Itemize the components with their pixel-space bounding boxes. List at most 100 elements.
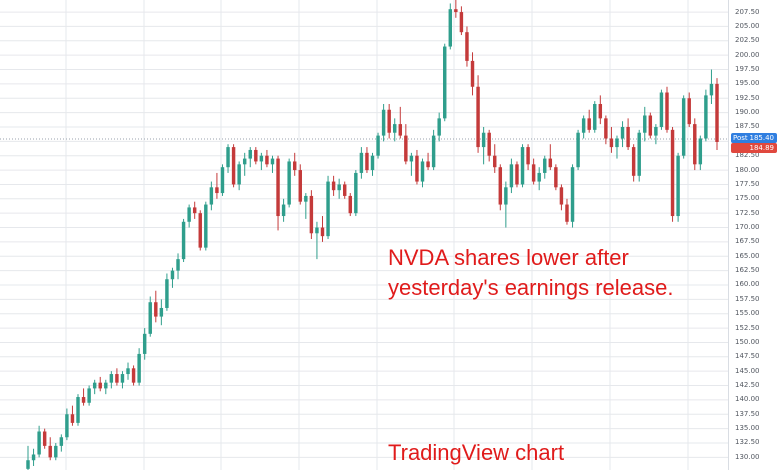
candle — [159, 299, 164, 326]
candle-body — [648, 115, 653, 136]
candle — [531, 158, 536, 185]
post-market-price-badge: Post 185.40 — [731, 133, 777, 144]
candle — [681, 95, 686, 159]
price-tick-label: 200.00 — [735, 50, 760, 59]
price-tick-label: 130.00 — [735, 452, 760, 461]
price-tick-label: 197.50 — [735, 65, 760, 74]
candle-body — [570, 167, 575, 222]
candle — [587, 109, 591, 133]
candle-body — [165, 279, 169, 308]
candle — [104, 379, 108, 395]
candle-body — [393, 124, 397, 133]
candle-body — [643, 115, 647, 133]
candle-body — [320, 227, 325, 237]
price-plot[interactable] — [0, 0, 728, 470]
chart-annotation: NVDA shares lower after yesterday's earn… — [388, 243, 718, 303]
horizontal-grid — [0, 11, 728, 458]
candle-body — [698, 138, 703, 165]
candle — [109, 371, 114, 389]
price-tick-label: 152.50 — [735, 323, 760, 332]
candle — [604, 115, 608, 145]
candle-body — [620, 126, 625, 139]
post-badge-label: Post — [733, 134, 748, 143]
candle — [404, 124, 408, 165]
candle-body — [654, 126, 658, 136]
candle-body — [526, 147, 530, 165]
candle — [209, 181, 214, 211]
source-credit: TradingView chart — [388, 440, 565, 465]
candle — [393, 118, 397, 142]
candle-body — [170, 270, 175, 280]
candle-body — [381, 109, 386, 136]
candle — [609, 126, 614, 153]
candle — [31, 448, 36, 466]
candle-body — [593, 103, 597, 130]
candle — [248, 147, 252, 168]
candle — [670, 126, 675, 222]
price-tick-label: 207.50 — [735, 7, 760, 16]
candle-body — [454, 9, 458, 13]
candle — [537, 167, 541, 191]
candle — [476, 75, 480, 153]
candle — [192, 201, 197, 219]
candle — [381, 103, 386, 142]
candle-body — [348, 195, 352, 214]
candle-body — [259, 155, 264, 162]
candle — [454, 0, 458, 18]
annotation-line-1: NVDA shares lower after — [388, 245, 629, 270]
candle-body — [598, 103, 603, 119]
candle — [470, 52, 475, 96]
candle — [659, 89, 664, 130]
candle-body — [498, 167, 503, 205]
candle — [342, 181, 347, 199]
candle — [409, 152, 414, 176]
candle — [643, 106, 647, 142]
candle-body — [131, 368, 136, 383]
candle — [270, 155, 275, 173]
candle — [148, 296, 152, 337]
candle-body — [204, 204, 208, 248]
candle-body — [192, 207, 197, 214]
candle-body — [304, 195, 308, 202]
candle-body — [265, 155, 269, 165]
candle — [309, 190, 314, 240]
candle-body — [137, 353, 141, 383]
candle-body — [448, 9, 453, 47]
candle — [415, 149, 419, 185]
candle-body — [604, 118, 608, 139]
candle-body — [470, 60, 475, 87]
candle — [448, 3, 453, 50]
candle — [42, 428, 47, 449]
candle-body — [309, 195, 314, 234]
candle-body — [609, 138, 614, 148]
candle-body — [76, 397, 80, 423]
candle-body — [298, 170, 302, 202]
candle — [437, 112, 441, 142]
price-tick-label: 135.00 — [735, 424, 760, 433]
annotation-line-2: yesterday's earnings release. — [388, 275, 674, 300]
candle-body — [515, 164, 519, 185]
candle — [259, 152, 264, 171]
candle — [376, 132, 380, 159]
candle — [654, 124, 658, 145]
candle — [70, 405, 75, 426]
candle — [548, 144, 553, 171]
candle-body — [342, 184, 347, 196]
candle-body — [676, 155, 680, 217]
candle — [298, 164, 302, 205]
last-price-badge: 184.89 — [731, 143, 777, 154]
candle — [509, 158, 514, 194]
price-tick-label: 182.50 — [735, 151, 760, 160]
price-axis[interactable]: 207.50 205.00 202.50 200.00 197.50 195.00 192.… — [728, 0, 780, 470]
candle-body — [459, 12, 464, 33]
candle-body — [420, 161, 425, 182]
candle-body — [559, 187, 564, 205]
candle — [515, 161, 519, 188]
candle — [92, 379, 97, 395]
candle-body — [48, 445, 52, 458]
candle-body — [92, 382, 97, 389]
price-tick-label: 150.00 — [735, 337, 760, 346]
candle-body — [709, 83, 714, 96]
candle — [687, 92, 691, 127]
